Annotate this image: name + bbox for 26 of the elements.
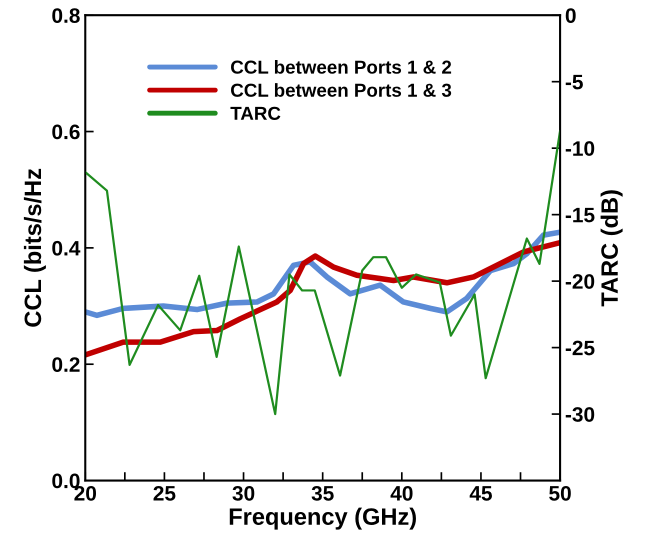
y-tick-label: 0.0 bbox=[52, 474, 80, 488]
x-tick-label: 25 bbox=[154, 486, 176, 501]
legend-label: CCL between Ports 1 & 2 bbox=[231, 60, 452, 74]
y2-tick-label: -30 bbox=[566, 407, 594, 422]
y2-axis-title: TARC (dB) bbox=[600, 190, 623, 306]
line-series bbox=[85, 130, 560, 416]
y-tick-label: 0.8 bbox=[52, 8, 80, 23]
x-axis-title: Frequency (GHz) bbox=[230, 508, 416, 530]
x-tick-label: 50 bbox=[549, 486, 571, 501]
y-tick-label: 0.2 bbox=[52, 357, 80, 372]
y2-tick-label: -5 bbox=[566, 74, 583, 90]
y-axis-title: CCL (bits/s/Hz bbox=[24, 168, 46, 327]
y2-tick-label: -15 bbox=[566, 208, 594, 222]
x-tick-label: 30 bbox=[232, 486, 254, 501]
y-tick-label: 0.4 bbox=[52, 240, 80, 256]
y2-tick-label: -10 bbox=[566, 141, 594, 156]
y-tick-label: 0.6 bbox=[52, 124, 80, 140]
y2-tick-label: -20 bbox=[566, 274, 594, 289]
x-tick-label: 45 bbox=[470, 486, 492, 501]
x-tick-label: 35 bbox=[312, 486, 334, 501]
y2-tick-label: -25 bbox=[566, 340, 594, 356]
legend-label: CCL between Ports 1 & 3 bbox=[231, 83, 452, 97]
y2-tick-label: 0 bbox=[566, 8, 576, 23]
legend-label: TARC bbox=[230, 106, 280, 120]
x-tick-label: 40 bbox=[390, 486, 413, 501]
x-tick-label: 20 bbox=[74, 486, 96, 501]
